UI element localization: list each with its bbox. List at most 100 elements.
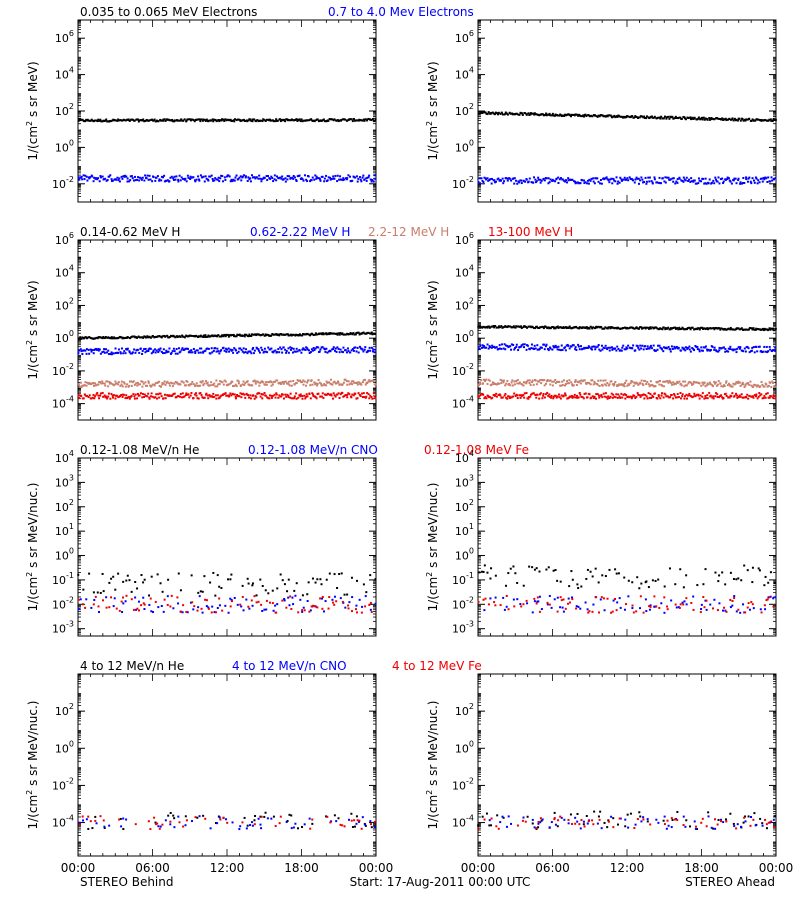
data-point bbox=[200, 118, 203, 121]
data-point bbox=[268, 118, 271, 121]
data-point bbox=[747, 397, 750, 400]
data-point bbox=[129, 175, 132, 178]
data-point bbox=[539, 346, 542, 349]
data-point bbox=[194, 384, 197, 387]
data-point bbox=[737, 177, 740, 180]
data-point bbox=[241, 383, 244, 386]
data-point bbox=[80, 175, 83, 178]
data-point bbox=[486, 343, 489, 346]
data-point bbox=[109, 174, 112, 177]
data-point bbox=[500, 325, 503, 328]
data-point bbox=[274, 333, 277, 336]
data-point bbox=[486, 113, 489, 116]
data-point bbox=[619, 349, 622, 352]
data-point bbox=[606, 327, 609, 330]
data-point bbox=[94, 595, 97, 598]
data-point bbox=[219, 119, 222, 122]
data-point bbox=[512, 177, 515, 180]
data-point bbox=[499, 394, 502, 397]
data-point bbox=[511, 326, 514, 329]
data-point bbox=[523, 381, 526, 384]
data-point bbox=[270, 175, 273, 178]
data-point bbox=[485, 378, 488, 381]
data-point bbox=[544, 345, 547, 348]
data-point bbox=[183, 384, 186, 387]
data-point bbox=[656, 181, 659, 184]
data-point bbox=[312, 334, 315, 337]
data-point bbox=[282, 178, 285, 181]
data-point bbox=[762, 350, 765, 353]
data-point bbox=[314, 174, 317, 177]
data-point bbox=[338, 383, 341, 386]
data-point bbox=[117, 336, 120, 339]
data-point bbox=[218, 335, 221, 338]
data-point bbox=[698, 382, 701, 385]
data-point bbox=[629, 382, 632, 385]
data-point bbox=[107, 336, 110, 339]
data-point bbox=[567, 326, 570, 329]
data-point bbox=[628, 176, 631, 179]
data-point bbox=[139, 392, 142, 395]
data-point bbox=[144, 347, 147, 350]
data-point bbox=[717, 350, 720, 353]
data-point bbox=[629, 347, 632, 350]
data-point bbox=[638, 326, 641, 329]
data-point bbox=[478, 395, 481, 398]
data-point bbox=[565, 327, 568, 330]
data-point bbox=[350, 380, 353, 383]
data-point bbox=[252, 380, 255, 383]
data-point bbox=[277, 348, 280, 351]
data-point bbox=[334, 347, 337, 350]
data-point bbox=[608, 181, 611, 184]
data-point bbox=[740, 327, 743, 330]
data-point bbox=[320, 583, 323, 586]
data-point bbox=[117, 348, 120, 351]
data-point bbox=[97, 394, 100, 397]
data-point bbox=[195, 118, 198, 121]
data-point bbox=[212, 384, 215, 387]
data-point bbox=[548, 326, 551, 329]
data-point bbox=[772, 381, 775, 384]
data-point bbox=[574, 113, 577, 116]
data-point bbox=[352, 380, 355, 383]
data-point bbox=[100, 382, 103, 385]
data-point bbox=[82, 174, 85, 177]
data-point bbox=[172, 607, 175, 610]
y-axis-label: 1/(cm2 s sr MeV) bbox=[425, 280, 440, 379]
data-point bbox=[147, 392, 150, 395]
data-point bbox=[237, 178, 240, 181]
data-point bbox=[689, 328, 692, 331]
data-point bbox=[531, 347, 534, 350]
data-point bbox=[698, 348, 701, 351]
data-point bbox=[578, 113, 581, 116]
data-point bbox=[81, 353, 84, 356]
data-point bbox=[363, 348, 366, 351]
data-point bbox=[151, 180, 154, 183]
data-point bbox=[301, 380, 304, 383]
data-point bbox=[363, 332, 366, 335]
data-point bbox=[705, 182, 708, 185]
data-point bbox=[570, 381, 573, 384]
data-point bbox=[299, 393, 302, 396]
data-point bbox=[309, 351, 312, 354]
data-point bbox=[620, 115, 623, 118]
data-point bbox=[637, 393, 640, 396]
data-point bbox=[163, 174, 166, 177]
data-point bbox=[684, 328, 687, 331]
data-point bbox=[690, 177, 693, 180]
data-point bbox=[547, 349, 550, 352]
data-point bbox=[227, 335, 230, 338]
data-point bbox=[643, 115, 646, 118]
data-point bbox=[523, 325, 526, 328]
data-point bbox=[85, 384, 88, 387]
data-point bbox=[141, 396, 144, 399]
data-point bbox=[348, 118, 351, 121]
data-point bbox=[759, 394, 762, 397]
data-point bbox=[218, 604, 221, 607]
data-point bbox=[539, 326, 542, 329]
data-point bbox=[166, 334, 169, 337]
data-point bbox=[580, 395, 583, 398]
data-point bbox=[575, 326, 578, 329]
data-point bbox=[153, 384, 156, 387]
data-point bbox=[138, 351, 141, 354]
